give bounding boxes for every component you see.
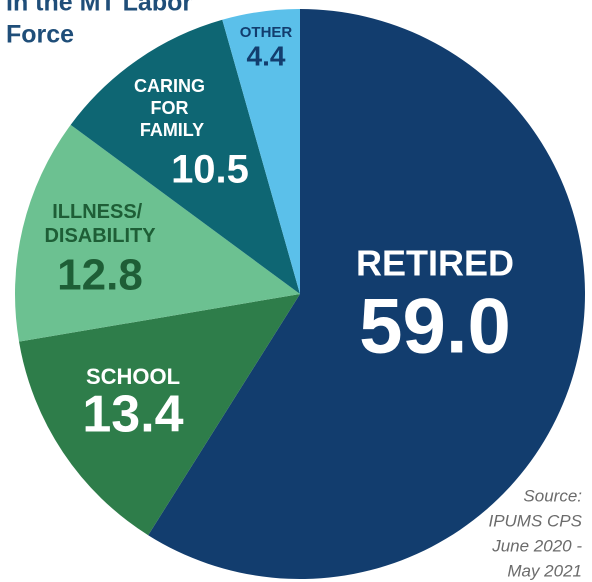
- slice-label: ILLNESS/ DISABILITY: [44, 201, 156, 247]
- slice-value: 10.5: [171, 148, 249, 192]
- slice-value: 59.0: [359, 282, 511, 370]
- source-note: IPUMS CPS: [488, 511, 582, 530]
- slice-value: 12.8: [57, 251, 143, 300]
- pie-slice: [148, 9, 585, 580]
- slice-value: 4.4: [247, 40, 286, 71]
- source-note: June 2020 -: [491, 536, 582, 555]
- pie-slice: [14, 124, 300, 342]
- chart-title: Force: [6, 21, 74, 49]
- slice-label: SCHOOL: [86, 364, 180, 389]
- pie-slice: [222, 9, 300, 294]
- pie-slice: [19, 294, 300, 536]
- slice-label: OTHER: [240, 24, 293, 41]
- chart-title: In the MT Labor: [6, 0, 192, 17]
- slice-value: 13.4: [82, 386, 183, 444]
- slice-label: CARING FOR FAMILY: [134, 76, 210, 140]
- slice-label: RETIRED: [356, 243, 514, 284]
- source-note: Source:: [523, 486, 582, 505]
- pie-slice: [70, 19, 300, 295]
- source-note: May 2021: [507, 561, 582, 580]
